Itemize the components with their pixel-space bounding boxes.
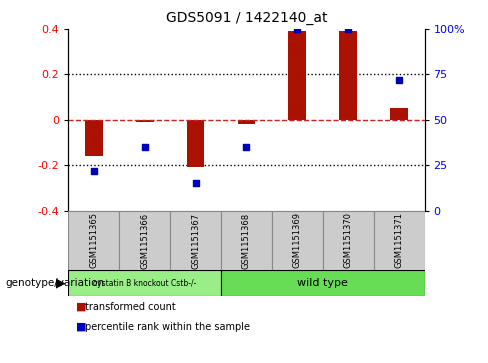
Text: GSM1151370: GSM1151370 [344, 212, 353, 269]
Text: GSM1151367: GSM1151367 [191, 212, 200, 269]
Bar [221, 211, 272, 270]
Bar [85, 120, 102, 156]
Bar [238, 120, 255, 124]
Point [141, 144, 148, 150]
Text: transformed count: transformed count [85, 302, 176, 312]
Title: GDS5091 / 1422140_at: GDS5091 / 1422140_at [166, 11, 327, 25]
Bar [339, 31, 357, 120]
Point [243, 144, 250, 150]
Bar [186, 120, 204, 167]
Point [345, 26, 352, 32]
Text: cystatin B knockout Cstb-/-: cystatin B knockout Cstb-/- [93, 279, 196, 287]
Text: ■: ■ [76, 302, 86, 312]
Point [293, 26, 301, 32]
Bar [221, 270, 425, 296]
Bar [288, 31, 306, 120]
Text: wild type: wild type [297, 278, 348, 288]
Bar [136, 120, 154, 122]
Bar [68, 270, 221, 296]
Bar [272, 211, 323, 270]
Text: percentile rank within the sample: percentile rank within the sample [85, 322, 250, 332]
Text: GSM1151369: GSM1151369 [293, 212, 302, 269]
Text: GSM1151366: GSM1151366 [140, 212, 149, 269]
Point [192, 180, 200, 186]
Bar [68, 211, 119, 270]
Bar [170, 211, 221, 270]
Bar [323, 211, 374, 270]
Text: GSM1151368: GSM1151368 [242, 212, 251, 269]
Text: ■: ■ [76, 322, 86, 332]
Point [395, 77, 403, 83]
Bar [119, 211, 170, 270]
Text: ▶: ▶ [56, 277, 66, 290]
Text: GSM1151365: GSM1151365 [89, 212, 98, 269]
Text: GSM1151371: GSM1151371 [395, 212, 404, 269]
Bar [374, 211, 425, 270]
Text: genotype/variation: genotype/variation [5, 278, 104, 288]
Bar [390, 109, 408, 120]
Point [90, 168, 98, 174]
